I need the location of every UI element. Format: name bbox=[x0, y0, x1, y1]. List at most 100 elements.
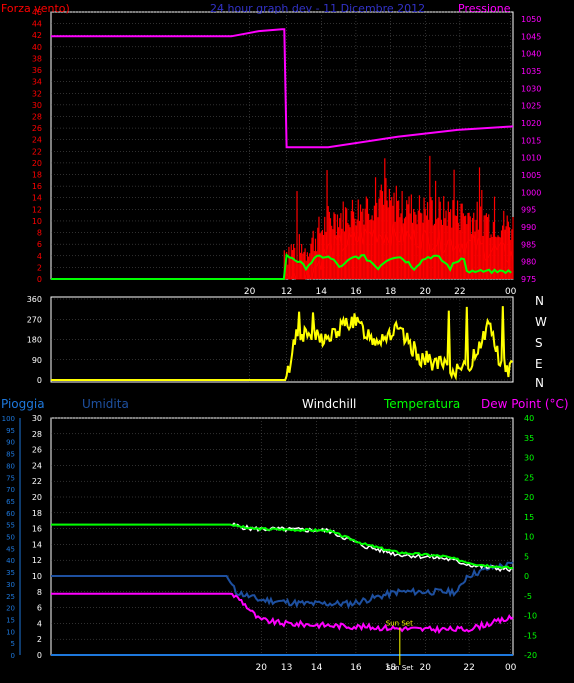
temperature-tick-label: -15 bbox=[524, 631, 537, 640]
pressure-label: Pressione bbox=[458, 2, 511, 15]
right-tick-label: 1015 bbox=[521, 136, 541, 145]
right-tick-label: 975 bbox=[521, 275, 536, 284]
left-tick-label: 12 bbox=[32, 205, 42, 214]
rain-tick-label: 70 bbox=[6, 486, 15, 494]
rain-tick-label: 10 bbox=[6, 628, 15, 636]
humidity-tick-label: 30 bbox=[32, 414, 42, 423]
left-tick-label: 44 bbox=[32, 20, 42, 29]
humidity-tick-label: 28 bbox=[32, 430, 42, 439]
rain-tick-label: 75 bbox=[6, 474, 15, 482]
temperature-tick-label: 15 bbox=[524, 513, 534, 522]
humidity-tick-label: 8 bbox=[37, 588, 42, 597]
temperature-tick-label: 30 bbox=[524, 454, 534, 463]
chart-title: 24 hour graph dev - 11 Dicembre 2012 bbox=[210, 2, 425, 15]
temperature-tick-label: 10 bbox=[524, 533, 534, 542]
compass-s: S bbox=[535, 336, 543, 350]
humidity-tick-label: 4 bbox=[37, 619, 42, 628]
left-tick-label: 4 bbox=[37, 252, 42, 261]
panel1-x-ticks: 20 12 14 16 18 20 22 00 bbox=[244, 287, 517, 297]
x-tick-label: 20 bbox=[419, 663, 431, 673]
rain-tick-label: 50 bbox=[6, 534, 15, 542]
dewpoint-label: Dew Point (°C) bbox=[481, 397, 569, 411]
x-tick-label: 00 bbox=[505, 663, 517, 673]
rain-tick-label: 5 bbox=[11, 640, 15, 648]
left-tick-label: 30 bbox=[32, 101, 42, 110]
left-tick-label: 38 bbox=[32, 54, 42, 63]
panel2-left-ticks: 360 270 180 90 0 bbox=[27, 295, 42, 385]
rain-tick-label: 90 bbox=[6, 439, 15, 447]
left-tick-label: 14 bbox=[32, 194, 42, 203]
compass-w: W bbox=[535, 315, 547, 329]
temperature-tick-label: 25 bbox=[524, 473, 534, 482]
right-tick-label: 1005 bbox=[521, 171, 541, 180]
rain-tick-label: 95 bbox=[6, 427, 15, 435]
compass-n-top: N bbox=[535, 294, 544, 308]
rain-tick-label: 15 bbox=[6, 616, 15, 624]
humidity-series-line bbox=[51, 561, 514, 610]
panel-wind-direction: 360 270 180 90 0 N W S E N bbox=[27, 294, 547, 390]
humidity-tick-label: 18 bbox=[32, 509, 42, 518]
windchill-label: Windchill bbox=[302, 397, 356, 411]
x-tick-label: 22 bbox=[463, 663, 474, 673]
left-tick-label: 40 bbox=[32, 43, 42, 52]
panel-wind-pressure: 4644424038363432302826242220181614121086… bbox=[1, 2, 541, 297]
rain-tick-label: 45 bbox=[6, 545, 15, 553]
rain-tick-label: 30 bbox=[6, 581, 15, 589]
sunset-tick-label: Sun Set bbox=[386, 664, 413, 672]
direction-tick-label: 90 bbox=[32, 356, 42, 365]
dewpoint-series-line bbox=[51, 592, 514, 635]
panel1-left-ticks: 4644424038363432302826242220181614121086… bbox=[32, 8, 42, 284]
humidity-tick-label: 0 bbox=[37, 651, 42, 660]
panel3-frame bbox=[50, 417, 514, 656]
x-tick-label: 18 bbox=[385, 287, 397, 297]
right-tick-label: 985 bbox=[521, 240, 536, 249]
panel1-right-ticks: 1050 1045 1040 1035 1030 1025 1020 1015 1010 1005… bbox=[521, 15, 541, 284]
x-tick-label: 13 bbox=[281, 663, 292, 673]
right-tick-label: 1050 bbox=[521, 15, 541, 24]
left-tick-label: 42 bbox=[32, 31, 42, 40]
direction-tick-label: 180 bbox=[27, 336, 42, 345]
x-tick-label: 14 bbox=[316, 287, 328, 297]
rain-tick-label: 35 bbox=[6, 569, 15, 577]
right-tick-label: 1000 bbox=[521, 188, 541, 197]
right-tick-label: 1035 bbox=[521, 67, 541, 76]
x-tick-label: 18 bbox=[385, 663, 397, 673]
right-tick-label: 1025 bbox=[521, 102, 541, 111]
panel3-x-ticks: 20 13 14 16 18 20 22 00 Sun Set bbox=[255, 663, 516, 673]
panel-temperature-humidity: 1009590858075706560555045403530252015105… bbox=[1, 397, 569, 673]
temperature-tick-label: 40 bbox=[524, 414, 534, 423]
x-tick-label: 20 bbox=[255, 663, 267, 673]
right-tick-label: 980 bbox=[521, 258, 536, 267]
panel3-grid bbox=[51, 417, 513, 656]
left-tick-label: 10 bbox=[32, 217, 42, 226]
temperature-tick-label: -10 bbox=[524, 612, 537, 621]
right-tick-label: 1045 bbox=[521, 32, 541, 41]
left-tick-label: 0 bbox=[37, 275, 42, 284]
humidity-tick-label: 2 bbox=[37, 635, 42, 644]
left-tick-label: 20 bbox=[32, 159, 42, 168]
x-tick-label: 16 bbox=[350, 663, 362, 673]
rain-tick-label: 55 bbox=[6, 522, 15, 530]
left-tick-label: 32 bbox=[32, 89, 42, 98]
sunset-label: Sun Set bbox=[386, 619, 413, 627]
temperature-tick-label: 0 bbox=[524, 572, 529, 581]
x-tick-label: 20 bbox=[244, 287, 256, 297]
rain-tick-label: 40 bbox=[6, 557, 15, 565]
x-tick-label: 16 bbox=[350, 287, 362, 297]
humidity-tick-label: 6 bbox=[37, 604, 42, 613]
right-tick-label: 1040 bbox=[521, 50, 541, 59]
humidity-label: Umidita bbox=[82, 397, 129, 411]
rain-tick-label: 65 bbox=[6, 498, 15, 506]
rain-tick-label: 25 bbox=[6, 593, 15, 601]
left-tick-label: 24 bbox=[32, 136, 42, 145]
direction-tick-label: 0 bbox=[37, 376, 42, 385]
temperature-series-line bbox=[51, 523, 514, 570]
left-tick-label: 16 bbox=[32, 182, 42, 191]
temperature-axis-ticks: 40 35 30 25 20 15 10 5 0 -5 -10 -15 -20 bbox=[524, 414, 537, 660]
rain-tick-label: 80 bbox=[6, 462, 15, 470]
humidity-tick-label: 24 bbox=[32, 461, 42, 470]
compass-n-bottom: N bbox=[535, 376, 544, 390]
humidity-tick-label: 12 bbox=[32, 556, 42, 565]
humidity-tick-label: 10 bbox=[32, 572, 42, 581]
rain-axis-ticks: 1009590858075706560555045403530252015105… bbox=[2, 415, 15, 660]
